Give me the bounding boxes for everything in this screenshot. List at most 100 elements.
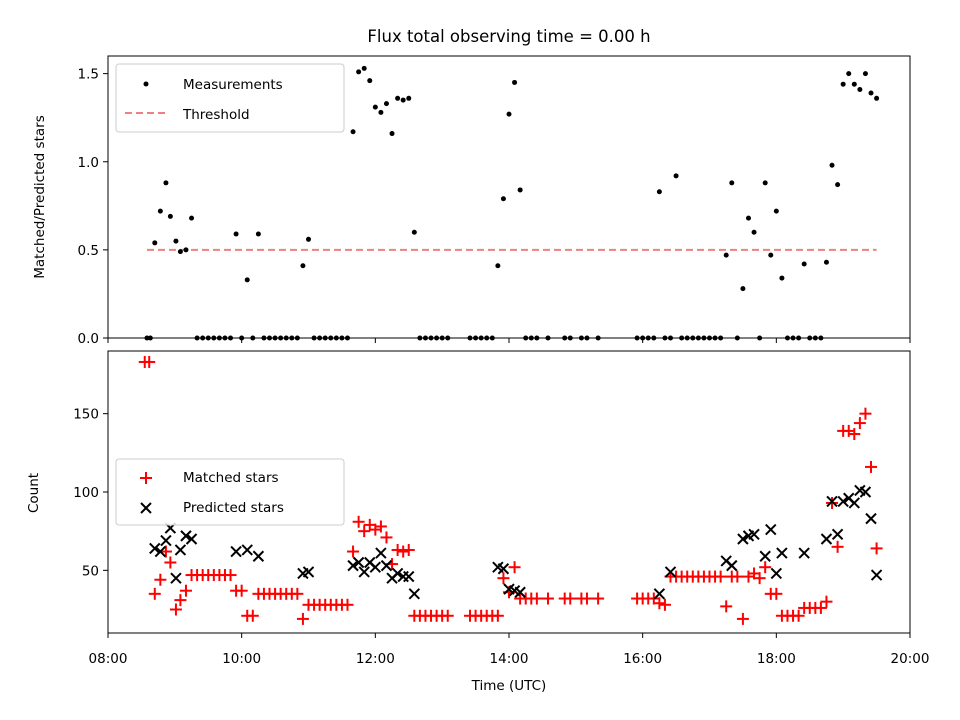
top-y-axis-label: Matched/Predicted stars [32, 115, 48, 278]
bottom-x-tick-label: 08:00 [89, 651, 128, 667]
predicted-star-point [170, 572, 182, 584]
predicted-star-point [848, 497, 861, 509]
predicted-star-point [252, 550, 265, 562]
measurement-point [512, 79, 518, 85]
measurement-point [389, 131, 395, 137]
bottom-y-tick-label: 50 [82, 563, 99, 579]
predicted-star-point [826, 495, 838, 508]
matched-star-point [859, 407, 872, 420]
measurement-point [656, 189, 662, 195]
measurement-point [801, 261, 807, 267]
measurement-point [857, 86, 863, 92]
matched-star-point [731, 570, 744, 583]
measurement-point [868, 90, 874, 96]
measurement-point [183, 247, 189, 253]
predicted-star-point [352, 556, 365, 569]
bottom-y-axis-label: Count [26, 473, 42, 513]
top-panel: 0.0 0.5 1.0 1.5 Matched/Predicted stars [32, 55, 911, 347]
matched-star-point [154, 573, 167, 586]
predicted-star-point [870, 569, 883, 581]
matched-star-point [246, 609, 259, 622]
legend-measurements-label: Measurements [183, 77, 283, 93]
measurement-point [177, 249, 183, 255]
matched-star-point [497, 572, 510, 585]
predicted-star-point [403, 570, 415, 583]
predicted-star-point [837, 495, 849, 508]
top-x-ticks [107, 338, 911, 343]
bottom-y-ticks: 50 100 150 [73, 407, 108, 579]
predicted-star-point [302, 566, 315, 578]
matched-star-point [341, 598, 354, 611]
measurement-point [779, 275, 785, 281]
measurement-point [411, 229, 417, 235]
predicted-star-point [759, 550, 771, 562]
matched-star-point [792, 609, 805, 622]
matched-star-point [296, 612, 309, 625]
measurement-point [372, 104, 378, 110]
measurement-point [768, 252, 774, 258]
matched-star-point [870, 542, 883, 555]
measurement-point [400, 97, 406, 103]
measurement-point [157, 208, 163, 214]
predicted-star-point [765, 523, 777, 536]
bottom-x-ticks: 08:00 10:00 12:00 14:00 16:00 18:00 20:00 [89, 633, 929, 667]
matched-star-point [164, 556, 177, 569]
matched-star-point [853, 417, 866, 430]
predicted-star-point [391, 567, 404, 580]
matched-star-point [224, 569, 237, 582]
measurement-point [378, 109, 384, 115]
bottom-legend-box [115, 458, 345, 526]
predicted-star-point [149, 542, 161, 555]
measurement-point [255, 231, 261, 237]
predicted-star-point [380, 559, 393, 572]
predicted-star-point [369, 561, 382, 573]
predicted-star-point [230, 545, 242, 558]
matched-star-point [865, 460, 878, 473]
top-y-tick-label: 0.0 [78, 331, 99, 347]
predicted-star-point [497, 563, 510, 575]
top-y-ticks: 0.0 0.5 1.0 1.5 [78, 67, 108, 347]
measurement-point [383, 101, 389, 107]
bottom-y-tick-label: 100 [73, 485, 99, 501]
predicted-star-point [174, 544, 187, 556]
measurement-point [163, 180, 169, 186]
measurement-point [862, 71, 868, 77]
matched-star-point [759, 561, 772, 574]
measurement-point [406, 95, 412, 101]
predicted-star-point [180, 530, 192, 542]
measurement-point [233, 231, 239, 237]
matched-star-point [848, 428, 861, 441]
matched-star-point [826, 496, 839, 509]
matched-star-point [564, 592, 577, 605]
predicted-star-point [726, 559, 738, 572]
matched-star-point [658, 598, 671, 611]
matched-star-point [820, 595, 833, 608]
measurement-point [517, 187, 523, 193]
legend-matched-marker [140, 472, 152, 484]
measurement-point [851, 81, 857, 87]
matched-star-point [374, 520, 387, 533]
matched-star-point [380, 531, 393, 544]
matched-star-point [143, 355, 156, 368]
predicted-star-point [859, 486, 872, 498]
measurement-point [751, 229, 757, 235]
measurement-point [506, 111, 512, 117]
matched-star-point [402, 543, 415, 556]
matched-star-point [814, 601, 827, 614]
matched-star-point [169, 603, 182, 616]
measurement-point [189, 215, 195, 221]
measurement-point [500, 196, 506, 202]
measurement-point [673, 173, 679, 179]
measurement-point [874, 95, 880, 101]
matched-star-point [592, 592, 605, 605]
measurement-point [835, 182, 841, 188]
measurement-point [829, 162, 835, 168]
matched-star-point [159, 545, 172, 558]
matched-star-point [770, 587, 783, 600]
bottom-legend: Matched stars Predicted stars [115, 458, 345, 526]
x-axis-label: Time (UTC) [471, 678, 547, 694]
legend-matched-label: Matched stars [183, 470, 279, 486]
measurement-point [723, 252, 729, 258]
matched-star-point [352, 515, 365, 528]
